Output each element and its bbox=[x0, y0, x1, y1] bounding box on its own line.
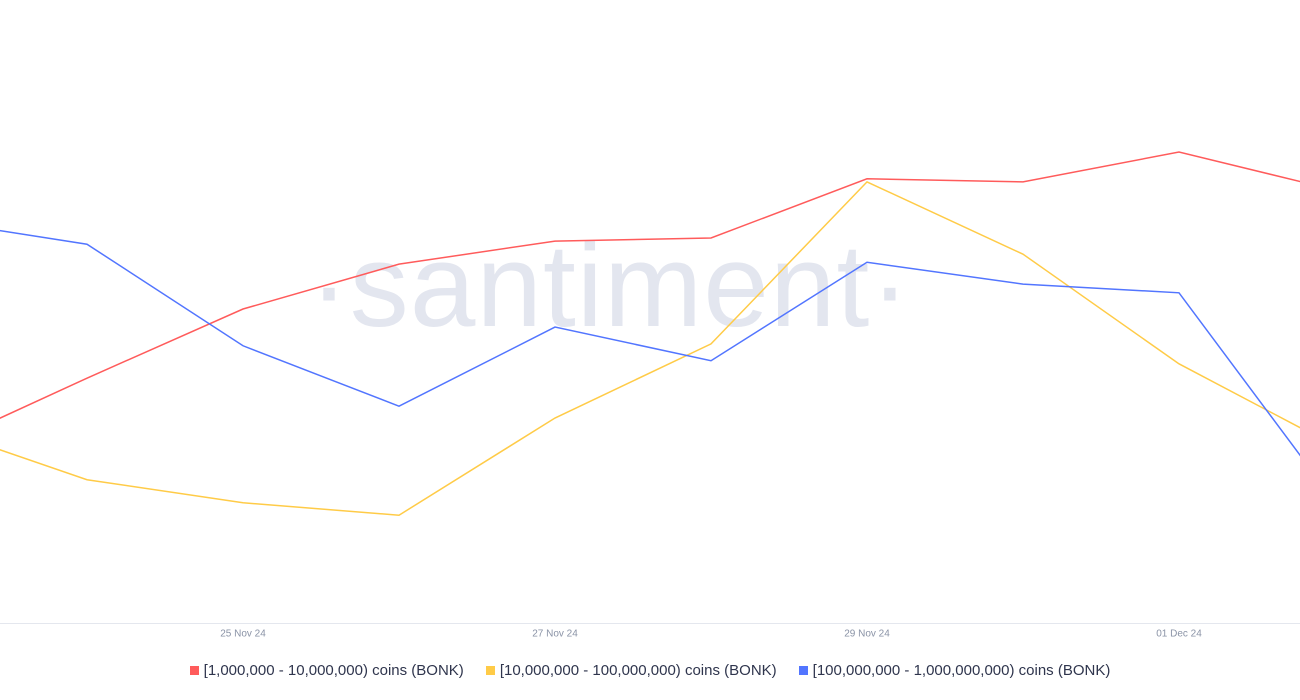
series-line bbox=[0, 181, 1300, 516]
legend-label: [100,000,000 - 1,000,000,000) coins (BON… bbox=[812, 662, 1111, 679]
x-tick-label: 27 Nov 24 bbox=[532, 629, 578, 640]
legend-swatch bbox=[798, 666, 808, 675]
legend-item[interactable]: [1,000,000 - 10,000,000) coins (BONK) bbox=[189, 662, 464, 679]
legend: [1,000,000 - 10,000,000) coins (BONK) [10… bbox=[0, 662, 1300, 679]
chart: ·santiment· 25 Nov 24 27 Nov 24 29 Nov 24 0… bbox=[0, 151, 1300, 640]
x-tick-label: 25 Nov 24 bbox=[220, 629, 266, 640]
legend-label: [10,000,000 - 100,000,000) coins (BONK) bbox=[499, 662, 777, 679]
series-line bbox=[0, 151, 1300, 419]
plot bbox=[0, 151, 1300, 516]
legend-swatch bbox=[485, 666, 495, 675]
x-tick-label: 01 Dec 24 bbox=[1156, 629, 1202, 640]
legend-swatch bbox=[189, 666, 199, 675]
legend-item[interactable]: [100,000,000 - 1,000,000,000) coins (BON… bbox=[798, 662, 1111, 679]
x-tick-label: 29 Nov 24 bbox=[844, 629, 890, 640]
series-line bbox=[0, 229, 1300, 457]
legend-item[interactable]: [10,000,000 - 100,000,000) coins (BONK) bbox=[485, 662, 777, 679]
legend-label: [1,000,000 - 10,000,000) coins (BONK) bbox=[203, 662, 464, 679]
